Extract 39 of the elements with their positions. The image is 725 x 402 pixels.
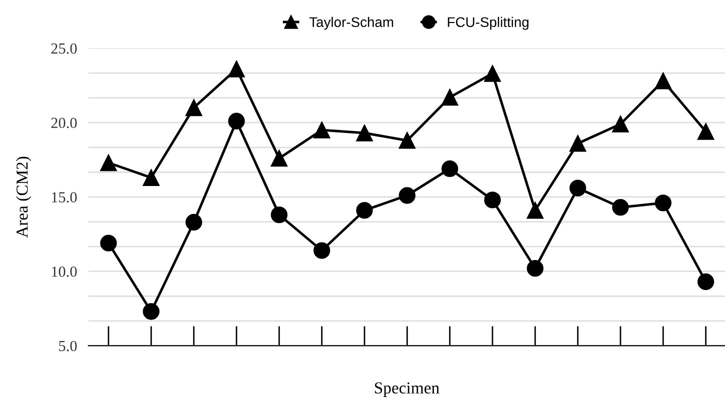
y-axis-title: Area (CM2) <box>16 156 32 238</box>
y-tick-label: 20.0 <box>51 118 77 128</box>
point <box>142 169 160 186</box>
x-axis-title: Specimen <box>374 382 440 397</box>
legend-label: FCU-Splitting <box>448 16 528 30</box>
point <box>697 273 714 290</box>
point <box>441 88 458 106</box>
point <box>356 124 373 142</box>
point <box>484 192 501 208</box>
point <box>398 132 416 149</box>
point <box>100 154 117 172</box>
point <box>270 206 288 224</box>
point <box>569 135 586 152</box>
point <box>100 234 117 252</box>
point <box>654 72 672 90</box>
point <box>398 187 416 204</box>
point <box>313 242 330 259</box>
point <box>526 202 544 219</box>
point <box>612 199 629 216</box>
point <box>441 160 458 178</box>
y-tick-label: 25.0 <box>51 43 77 54</box>
point <box>313 122 330 138</box>
y-tick-label: 5.0 <box>59 340 77 352</box>
point <box>526 260 544 277</box>
point <box>228 60 245 78</box>
point <box>185 214 202 231</box>
point <box>185 99 202 116</box>
point <box>484 65 501 82</box>
point <box>142 303 160 320</box>
legend-label: Taylor-Scham <box>309 16 394 30</box>
point <box>697 123 714 140</box>
point <box>569 180 586 196</box>
point <box>270 150 288 167</box>
point <box>654 194 672 212</box>
y-tick-label: 15.0 <box>52 192 77 202</box>
point <box>612 116 629 132</box>
y-tick-label: 10.0 <box>52 266 77 277</box>
point <box>356 202 373 219</box>
point <box>228 112 245 130</box>
